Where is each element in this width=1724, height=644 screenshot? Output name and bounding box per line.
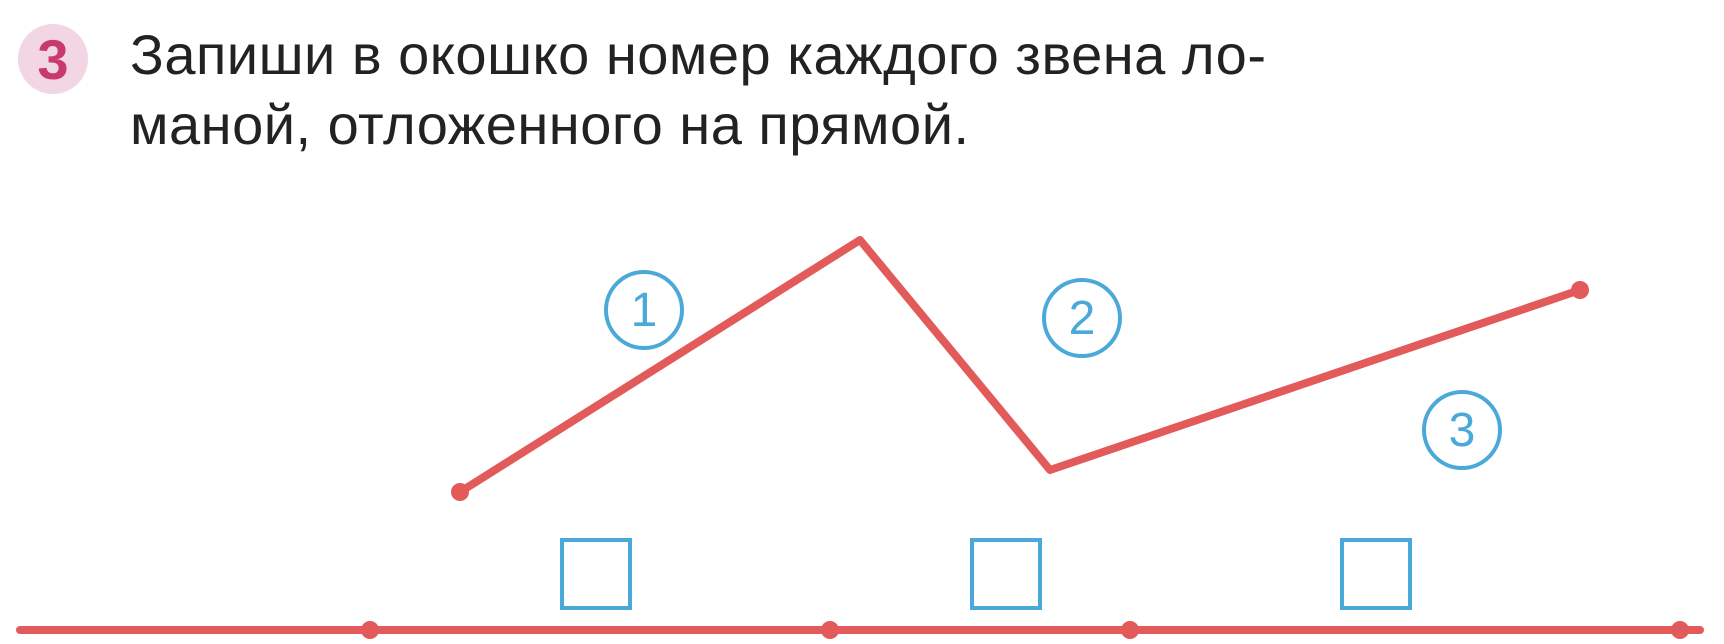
segment-label-3-text: 3 (1449, 403, 1476, 458)
segment-label-1: 1 (604, 270, 684, 350)
baseline-tick (361, 621, 379, 639)
broken-line-endpoint (1571, 281, 1589, 299)
segment-label-2-text: 2 (1069, 291, 1096, 346)
answer-box-3[interactable] (1340, 538, 1412, 610)
baseline-tick (1671, 621, 1689, 639)
problem-container: 3 Запиши в окошко номер каждого звена ло… (0, 0, 1724, 644)
baseline-tick (821, 621, 839, 639)
broken-line-endpoint (451, 483, 469, 501)
answer-box-2[interactable] (970, 538, 1042, 610)
segment-label-2: 2 (1042, 278, 1122, 358)
segment-label-1-text: 1 (631, 283, 658, 338)
segment-label-3: 3 (1422, 390, 1502, 470)
answer-box-1[interactable] (560, 538, 632, 610)
baseline-tick (1121, 621, 1139, 639)
diagram-svg (0, 0, 1724, 644)
